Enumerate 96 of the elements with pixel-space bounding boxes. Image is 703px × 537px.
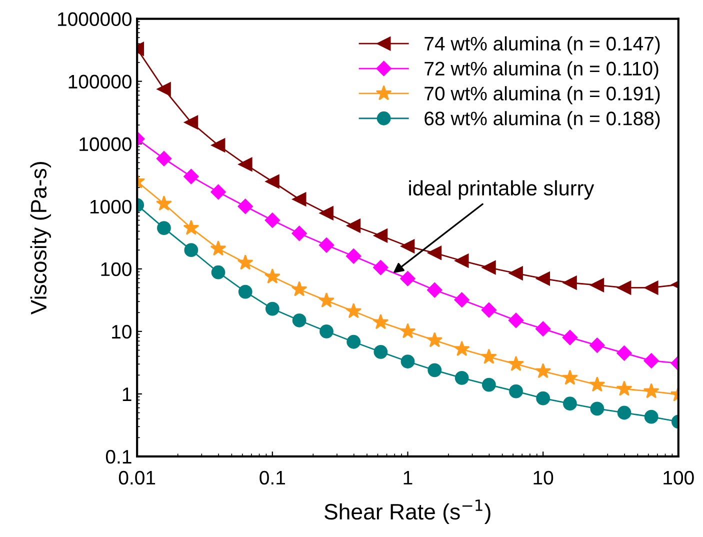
point [535,362,552,378]
point [183,220,200,235]
point [374,344,388,359]
point [509,384,523,398]
point [590,402,604,416]
point [238,198,253,214]
point [536,321,551,336]
point [590,338,605,353]
point [562,370,578,385]
point [482,378,496,392]
point [184,243,198,258]
point [563,276,577,290]
point [644,353,659,368]
point [184,168,199,184]
point [373,260,388,276]
y-tick-label: 1000 [90,200,132,214]
point [480,348,497,364]
point [210,240,226,256]
point [374,228,388,243]
point [211,265,226,280]
y-tick-label: 10000 [80,137,132,152]
legend-label: 70 wt% alumina (n = 0.191) [424,86,660,104]
point [156,151,172,166]
point [454,254,469,268]
point [211,138,226,152]
point [400,354,415,368]
point [346,302,362,318]
point [400,271,416,286]
point [616,380,632,396]
point [346,218,361,233]
x-tick-label: 0.1 [260,470,285,485]
point [292,226,307,241]
point [454,292,470,308]
point [617,280,632,295]
point [318,292,334,308]
point [644,280,658,295]
legend-label: 68 wt% alumina (n = 0.188) [424,111,660,130]
x-tick-label: 10 [534,470,554,485]
point [372,314,389,330]
point [238,157,252,172]
x-tick-label: 100 [664,470,694,485]
point [320,206,334,220]
point [428,363,442,378]
y-tick-label: 0.1 [106,450,132,464]
point [509,266,523,280]
point [400,323,416,338]
x-tick-label: 0.01 [118,470,156,485]
point [264,268,280,284]
point [156,195,172,211]
legend-label: 72 wt% alumina (n = 0.110) [424,61,658,80]
point [536,272,550,286]
point [536,391,550,406]
y-tick-label: 1 [122,388,132,401]
y-tick-label: 100 [101,262,132,276]
point [318,238,334,253]
point [644,410,658,424]
x-axis-title: Shear Rate (s$^{−1}$) [324,500,490,524]
point [264,212,280,228]
annotation: ideal printable slurry [409,180,594,200]
point [589,376,606,392]
point [157,82,171,96]
y-tick-label: 10 [112,324,132,339]
point [426,332,443,348]
point [454,340,470,356]
point [562,330,578,346]
point [508,356,524,371]
y-axis-title: Viscosity (Pa-s) [30,162,51,314]
legend-label: 74 wt% alumina (n = 0.147) [424,36,660,54]
y-tick-label: 100000 [68,74,132,89]
point [590,278,604,292]
point [481,302,496,318]
point [482,260,496,275]
point [291,281,308,296]
point [617,406,632,420]
point [616,346,632,361]
point [508,312,524,328]
x-tick-label: 1 [404,471,412,484]
point [265,302,280,316]
point [265,174,280,188]
y-tick-label: 1000000 [58,12,132,26]
point [157,221,171,235]
point [238,284,252,299]
point [454,371,469,385]
point [427,282,442,298]
point [292,313,306,328]
point [563,396,577,411]
point [184,115,198,130]
point [320,324,334,338]
point [400,239,415,254]
point [292,192,306,206]
point [428,246,442,260]
point [346,334,361,349]
point [237,254,254,270]
point [346,248,362,264]
point [210,184,226,200]
point [643,383,660,398]
